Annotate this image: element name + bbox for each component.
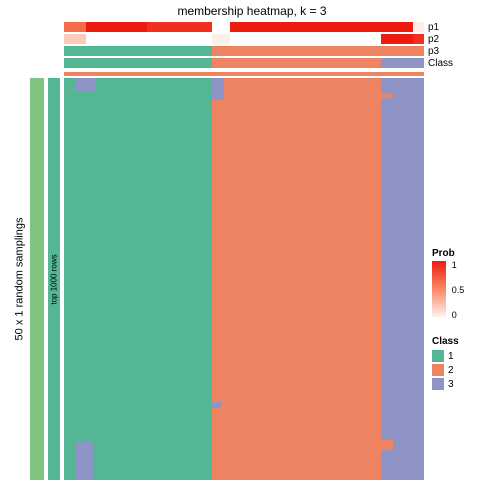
anno-row-p1	[64, 22, 424, 32]
anno-label-p3: p3	[428, 46, 453, 58]
heatmap-overlay	[212, 402, 221, 408]
legend-prob-title: Prob	[432, 248, 455, 259]
anno-seg	[64, 58, 212, 68]
anno-seg	[212, 46, 381, 56]
legend-label: 1	[448, 351, 454, 362]
prob-tick: 0.5	[452, 286, 465, 295]
legend-swatch	[432, 364, 444, 376]
anno-row-p2	[64, 34, 424, 44]
prob-tick: 0	[452, 311, 457, 320]
anno-seg	[86, 34, 212, 44]
legend-class-item: 3	[432, 377, 459, 391]
anno-seg	[64, 46, 212, 56]
left-outer-bar	[30, 78, 44, 480]
legend-class-item: 1	[432, 349, 459, 363]
anno-seg	[147, 22, 212, 32]
anno-seg	[64, 34, 86, 44]
legend-swatch	[432, 378, 444, 390]
legend-label: 3	[448, 379, 454, 390]
anno-seg	[381, 58, 424, 68]
legend-class-title: Class	[432, 336, 459, 347]
chart-title: membership heatmap, k = 3	[0, 4, 504, 18]
anno-seg	[230, 34, 381, 44]
anno-label-p1: p1	[428, 22, 453, 34]
anno-row-class	[64, 58, 424, 68]
heatmap-overlay	[212, 78, 225, 100]
legend-prob: Prob 10.50	[432, 248, 455, 317]
prob-tick: 1	[452, 261, 457, 270]
heatmap-overlay	[381, 440, 394, 450]
anno-seg	[413, 22, 424, 32]
legend-class: Class 1 2 3	[432, 336, 459, 391]
annotation-labels: p1 p2 p3 Class	[428, 22, 453, 70]
heatmap-col	[381, 78, 424, 480]
anno-seg	[64, 22, 86, 32]
anno-seg	[212, 34, 230, 44]
anno-seg	[212, 58, 381, 68]
anno-row-p3	[64, 46, 424, 56]
anno-seg	[86, 22, 147, 32]
prob-gradient	[432, 261, 446, 317]
anno-seg	[381, 22, 413, 32]
anno-seg	[381, 34, 413, 44]
anno-label-p2: p2	[428, 34, 453, 46]
legend-class-item: 2	[432, 363, 459, 377]
anno-seg	[230, 22, 381, 32]
legend-label: 2	[448, 365, 454, 376]
left-inner-label: top 1000 rows	[48, 78, 60, 480]
anno-seg	[381, 46, 424, 56]
left-outer-label: 50 x 1 random samplings	[12, 78, 26, 480]
heatmap-col	[64, 78, 212, 480]
heatmap-overlay	[75, 78, 97, 92]
heatmap-overlay	[75, 442, 93, 480]
top-strip	[64, 72, 424, 76]
heatmap-overlay	[381, 94, 394, 98]
anno-seg	[413, 34, 424, 44]
annotation-rows	[64, 22, 424, 70]
legend-swatch	[432, 350, 444, 362]
main-heatmap	[64, 78, 424, 480]
anno-seg	[212, 22, 230, 32]
heatmap-col	[212, 78, 381, 480]
anno-label-class: Class	[428, 58, 453, 70]
